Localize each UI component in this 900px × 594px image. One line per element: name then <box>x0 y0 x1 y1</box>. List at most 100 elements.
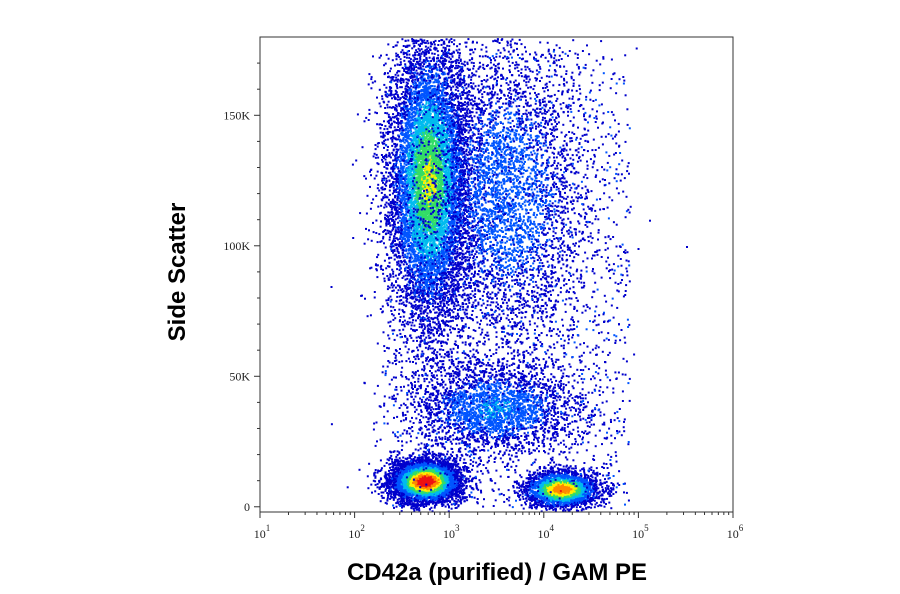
scatter-point <box>413 272 416 275</box>
scatter-point <box>380 54 382 57</box>
scatter-point <box>416 274 419 277</box>
scatter-point <box>412 139 415 142</box>
scatter-point <box>399 203 402 206</box>
scatter-point <box>390 79 393 82</box>
scatter-point <box>422 295 424 298</box>
scatter-point <box>460 82 463 85</box>
scatter-point <box>448 110 451 112</box>
scatter-point <box>451 109 454 112</box>
scatter-point <box>425 83 428 86</box>
scatter-point <box>408 199 411 202</box>
scatter-point <box>415 266 418 269</box>
scatter-point <box>410 144 413 147</box>
scatter-point <box>408 278 411 281</box>
scatter-point <box>433 63 436 66</box>
scatter-point <box>437 148 440 151</box>
scatter-point <box>465 143 468 145</box>
scatter-point <box>458 151 461 154</box>
scatter-point <box>381 179 384 182</box>
scatter-point <box>466 97 469 100</box>
scatter-point <box>426 250 428 252</box>
scatter-points-layer <box>330 38 688 513</box>
scatter-point <box>442 296 445 298</box>
scatter-point <box>410 289 413 292</box>
scatter-point <box>442 255 445 258</box>
scatter-point <box>452 362 455 365</box>
scatter-point <box>374 80 377 83</box>
scatter-point <box>397 117 400 120</box>
scatter-point <box>426 280 429 283</box>
scatter-point <box>406 337 409 340</box>
scatter-point <box>462 225 465 227</box>
scatter-point <box>432 81 435 84</box>
scatter-point <box>470 172 473 175</box>
scatter-point <box>431 85 434 87</box>
scatter-point <box>420 123 423 126</box>
scatter-point <box>481 213 484 216</box>
scatter-point <box>414 215 417 217</box>
scatter-point <box>486 142 489 144</box>
scatter-point <box>402 167 405 170</box>
scatter-point <box>382 268 384 271</box>
scatter-point <box>436 364 439 367</box>
scatter-point <box>472 180 475 183</box>
scatter-point <box>385 201 388 204</box>
scatter-point <box>398 329 401 332</box>
scatter-point <box>420 72 423 75</box>
scatter-point <box>450 268 453 271</box>
scatter-point <box>469 335 472 338</box>
scatter-point <box>429 320 431 323</box>
scatter-point <box>422 334 425 337</box>
scatter-point <box>408 301 411 304</box>
scatter-point <box>427 94 429 97</box>
scatter-point <box>415 336 418 339</box>
scatter-point <box>435 74 438 77</box>
scatter-point <box>385 163 388 166</box>
scatter-point <box>395 83 398 86</box>
scatter-point <box>413 243 416 246</box>
scatter-point <box>455 116 458 119</box>
scatter-point <box>443 117 446 120</box>
scatter-point <box>413 75 416 78</box>
scatter-point <box>397 158 400 161</box>
scatter-point <box>453 267 456 270</box>
scatter-point <box>422 89 424 92</box>
scatter-point <box>411 40 414 43</box>
scatter-point <box>455 271 458 274</box>
scatter-point <box>454 241 457 244</box>
scatter-point <box>421 129 424 132</box>
scatter-point <box>410 296 413 299</box>
scatter-point <box>456 95 459 98</box>
scatter-point <box>408 261 411 264</box>
scatter-point <box>393 190 396 193</box>
scatter-point <box>424 168 427 171</box>
scatter-point <box>368 73 371 76</box>
scatter-point <box>379 308 382 310</box>
scatter-point <box>471 87 474 90</box>
scatter-point <box>410 109 413 112</box>
scatter-point <box>406 205 409 208</box>
scatter-point <box>459 69 462 72</box>
scatter-point <box>459 68 462 71</box>
scatter-point <box>392 275 395 278</box>
scatter-point <box>417 94 420 97</box>
scatter-point <box>434 219 437 222</box>
scatter-point <box>443 173 446 176</box>
scatter-point <box>394 64 396 67</box>
scatter-point <box>450 104 453 107</box>
scatter-point <box>416 72 419 75</box>
scatter-point <box>412 361 414 363</box>
scatter-point <box>395 122 398 124</box>
scatter-point <box>438 181 441 184</box>
scatter-point <box>444 313 447 316</box>
scatter-point <box>424 187 427 190</box>
scatter-point <box>441 104 444 107</box>
scatter-point <box>430 326 433 329</box>
scatter-point <box>450 206 453 209</box>
scatter-point <box>397 126 400 128</box>
scatter-point <box>457 154 460 157</box>
scatter-point <box>385 95 388 98</box>
scatter-point <box>370 87 373 90</box>
scatter-point <box>419 304 422 307</box>
